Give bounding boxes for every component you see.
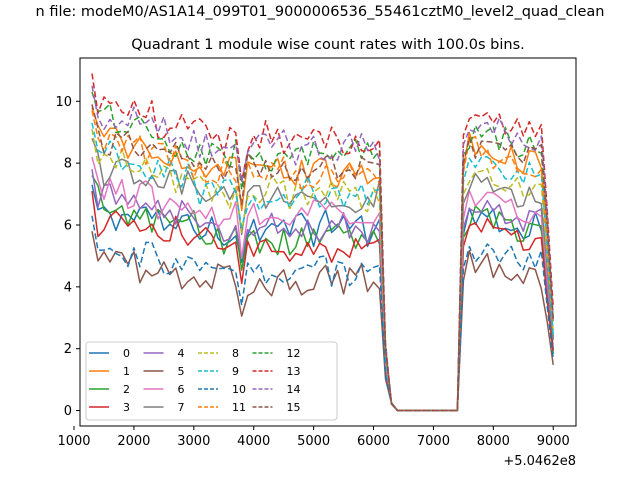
series-line-13 [91, 73, 554, 412]
legend-label-15: 15 [287, 401, 301, 414]
legend-label-6: 6 [178, 383, 185, 396]
x-offset-label: +5.0462e8 [503, 454, 576, 469]
legend-label-8: 8 [232, 347, 239, 360]
legend-label-0: 0 [123, 347, 130, 360]
legend-label-5: 5 [178, 365, 185, 378]
series-line-11 [91, 110, 554, 412]
y-tick-label: 8 [64, 157, 72, 172]
x-tick-label: 9000 [537, 434, 570, 449]
figure-suptitle: n file: modeM0/AS1A14_099T01_9000006536_… [35, 4, 605, 20]
y-tick-label: 6 [64, 218, 72, 233]
x-tick-label: 8000 [477, 434, 510, 449]
y-tick-label: 0 [64, 404, 72, 419]
legend-label-14: 14 [287, 383, 301, 396]
legend-box [85, 341, 338, 421]
series-line-8 [91, 128, 554, 412]
x-tick-label: 4000 [237, 434, 270, 449]
x-tick-label: 7000 [417, 434, 450, 449]
legend-label-9: 9 [232, 365, 239, 378]
series-line-10 [91, 215, 554, 412]
legend-label-11: 11 [232, 401, 246, 414]
x-tick-label: 5000 [297, 434, 330, 449]
y-tick-label: 10 [55, 95, 72, 110]
series-line-14 [91, 85, 554, 412]
y-tick-label: 4 [64, 280, 72, 295]
series-line-12 [91, 91, 554, 412]
legend-label-7: 7 [178, 401, 185, 414]
x-tick-label: 2000 [117, 434, 150, 449]
series-line-0 [91, 184, 554, 412]
y-tick-label: 2 [64, 342, 72, 357]
legend-label-12: 12 [287, 347, 301, 360]
x-tick-label: 1000 [57, 434, 90, 449]
series-line-9 [91, 122, 554, 412]
series-line-6 [91, 156, 554, 412]
legend-label-2: 2 [123, 383, 130, 396]
series-line-5 [91, 231, 554, 412]
series-line-15 [91, 104, 554, 412]
legend-label-13: 13 [287, 365, 301, 378]
x-tick-label: 3000 [177, 434, 210, 449]
series-line-7 [91, 138, 554, 412]
series-line-1 [91, 107, 554, 412]
chart-title: Quadrant 1 module wise count rates with … [131, 37, 525, 53]
legend-label-1: 1 [123, 365, 130, 378]
series-line-3 [91, 190, 554, 412]
legend-label-4: 4 [178, 347, 185, 360]
series-line-4 [91, 169, 554, 412]
legend-label-10: 10 [232, 383, 246, 396]
x-tick-label: 6000 [357, 434, 390, 449]
plot-frame [79, 57, 577, 427]
legend-label-3: 3 [123, 401, 130, 414]
